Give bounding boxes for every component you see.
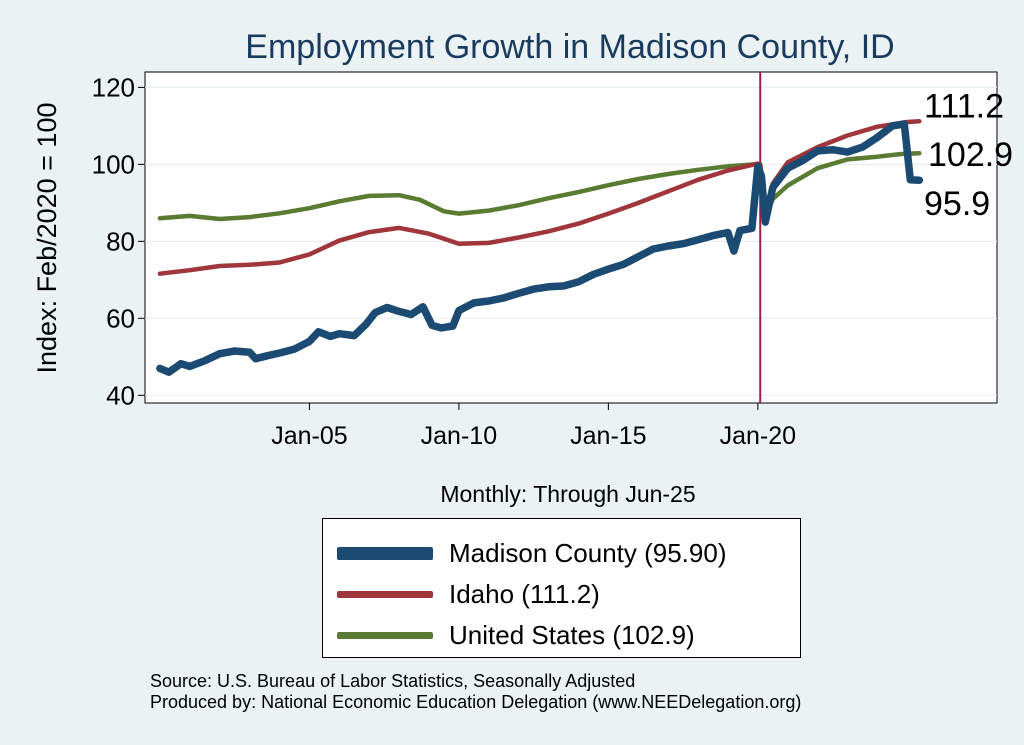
y-tick-label: 40 (106, 380, 135, 410)
x-tick-label: Jan-15 (570, 422, 646, 450)
line-madison-county (156, 120, 924, 376)
legend-label-madison: Madison County (95.90) (449, 537, 727, 568)
y-tick-label: 100 (92, 149, 135, 179)
chart-title: Employment Growth in Madison County, ID (245, 28, 894, 66)
legend-swatch-idaho (337, 590, 433, 598)
y-tick-label: 80 (106, 226, 135, 256)
line-united-states (157, 150, 922, 222)
producer-text: Produced by: National Economic Education… (150, 692, 802, 712)
legend-item-madison: Madison County (95.90) (337, 535, 726, 571)
legend-swatch-madison (337, 546, 433, 560)
legend: Madison County (95.90) Idaho (111.2) Uni… (322, 518, 801, 658)
end-label-madison-county: 95.9 (924, 185, 990, 223)
x-tick-label: Jan-05 (271, 422, 347, 450)
source-text: Source: U.S. Bureau of Labor Statistics,… (150, 671, 636, 691)
legend-item-us: United States (102.9) (337, 617, 695, 653)
end-label-united-states: 102.9 (928, 136, 1013, 174)
legend-swatch-us (337, 631, 433, 639)
line-idaho (157, 119, 922, 276)
y-tick-label: 60 (106, 303, 135, 333)
x-tick-label: Jan-20 (720, 422, 796, 450)
legend-label-idaho: Idaho (111.2) (449, 578, 600, 609)
legend-label-us: United States (102.9) (449, 619, 695, 650)
source-notes: Source: U.S. Bureau of Labor Statistics,… (150, 671, 801, 713)
x-tick-label: Jan-10 (421, 422, 497, 450)
end-label-idaho: 111.2 (924, 87, 1004, 125)
x-axis-label: Monthly: Through Jun-25 (440, 481, 695, 507)
legend-item-idaho: Idaho (111.2) (337, 576, 600, 612)
y-axis-label: Index: Feb/2020 = 100 (32, 103, 62, 374)
y-tick-label: 120 (92, 72, 135, 102)
